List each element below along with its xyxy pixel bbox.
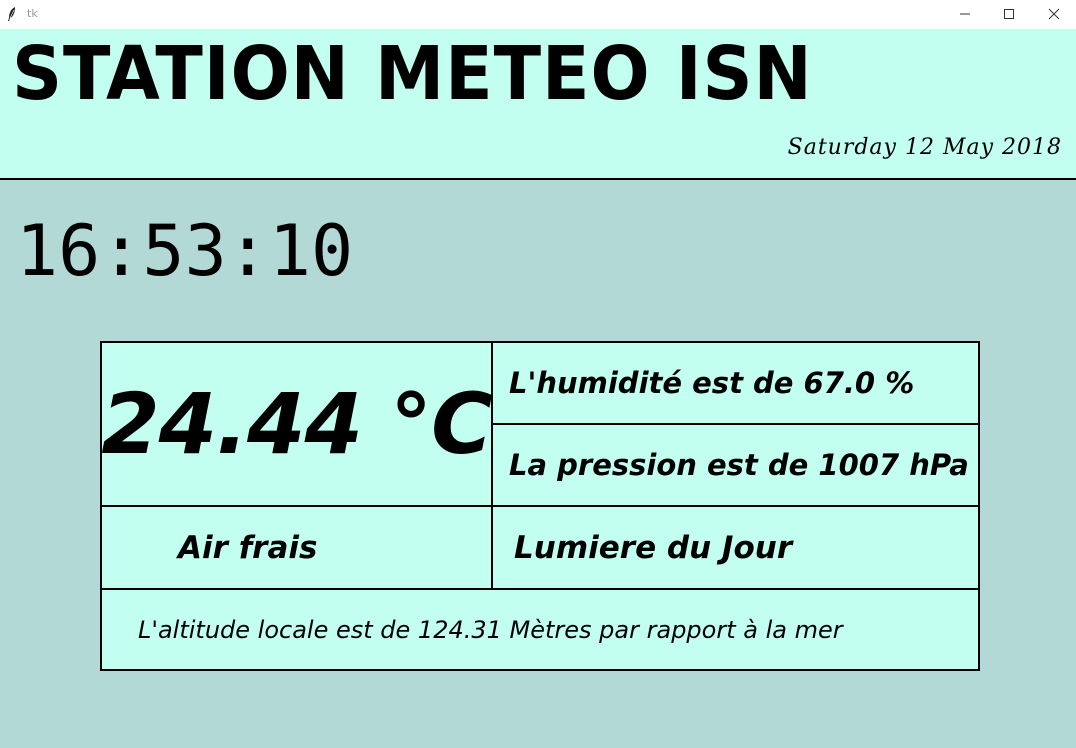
light-status-value: Lumiere du Jour bbox=[514, 529, 793, 566]
readings-panel: 24.44 °C L'humidité est de 67.0 % La pre… bbox=[100, 341, 980, 671]
header: STATION METEO ISN Saturday 12 May 2018 bbox=[0, 29, 1076, 180]
window-title: tk bbox=[27, 7, 38, 20]
title-bar[interactable]: tk bbox=[0, 0, 1076, 29]
minimize-button[interactable] bbox=[942, 0, 988, 29]
main-area: 16:53:10 24.44 °C L'humidité est de 67.0… bbox=[0, 180, 1076, 748]
maximize-icon bbox=[1003, 5, 1015, 24]
air-quality-value: Air frais bbox=[178, 529, 318, 566]
temperature-value: 24.44 °C bbox=[101, 375, 493, 473]
divider bbox=[493, 423, 980, 425]
feather-icon bbox=[7, 6, 17, 22]
humidity-value: L'humidité est de 67.0 % bbox=[509, 366, 915, 400]
divider bbox=[102, 505, 978, 507]
maximize-button[interactable] bbox=[986, 0, 1032, 29]
altitude-value: L'altitude locale est de 124.31 Mètres p… bbox=[138, 616, 843, 644]
pressure-value: La pression est de 1007 hPa bbox=[509, 448, 969, 482]
divider bbox=[491, 343, 493, 588]
close-icon bbox=[1048, 5, 1060, 24]
close-button[interactable] bbox=[1031, 0, 1076, 29]
clock-display: 16:53:10 bbox=[16, 210, 354, 292]
date-label: Saturday 12 May 2018 bbox=[787, 135, 1062, 160]
page-title: STATION METEO ISN bbox=[12, 31, 813, 117]
divider bbox=[102, 588, 978, 590]
minimize-icon bbox=[959, 5, 971, 24]
